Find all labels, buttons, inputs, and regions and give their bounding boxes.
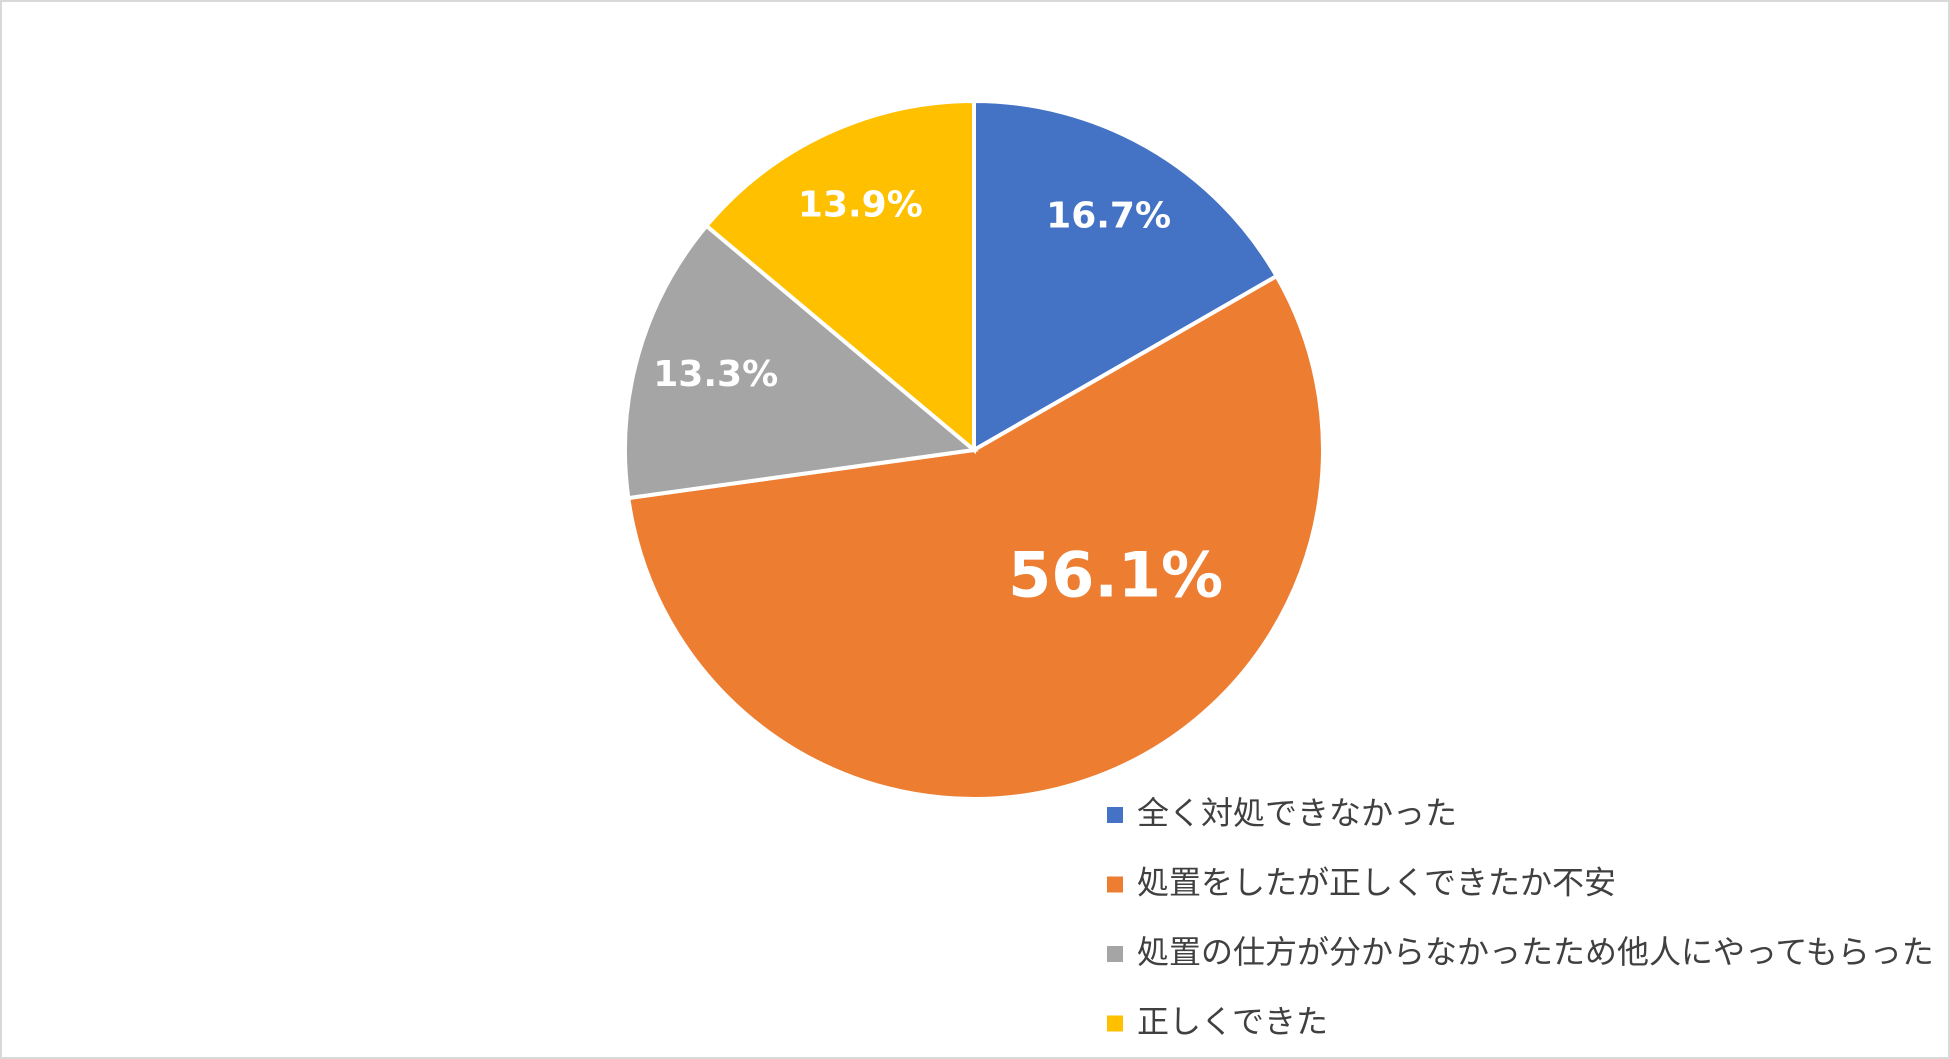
pie-slice [626,273,1325,801]
legend-label: 正しくできた [1137,1003,1328,1041]
legend-swatch [1107,946,1123,962]
data-label: 16.7% [1046,195,1171,236]
legend-label: 処置をしたが正しくできたか不安 [1137,864,1616,902]
pie-slice [972,98,1280,454]
legend-swatch [1107,1015,1123,1032]
legend-swatch [1107,807,1123,823]
legend-swatch [1107,876,1123,893]
data-label: 13.3% [653,354,778,395]
data-label: 13.9% [798,184,923,225]
legend-label: 処置の仕方が分からなかったため他人にやってもらった [1137,933,1934,971]
data-label: 56.1% [1008,539,1223,612]
pie-slice [703,98,976,455]
legend-label: 全く対処できなかった [1137,794,1457,832]
pie-slice [623,223,979,501]
